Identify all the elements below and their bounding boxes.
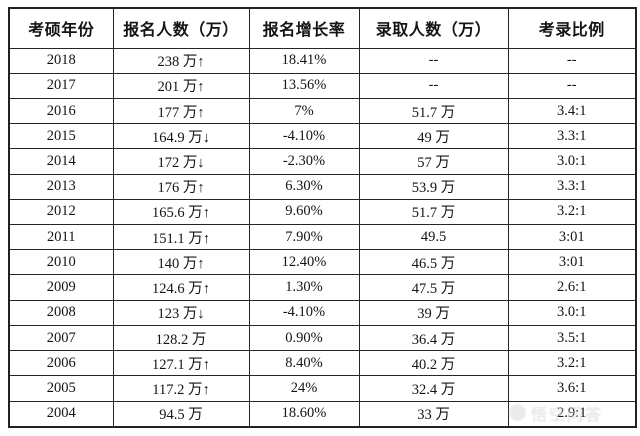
cell-admitted: 53.9 万 <box>358 173 509 200</box>
cell-growth-rate: 7.90% <box>248 224 360 251</box>
cell-applicants: 176 万↑ <box>112 173 250 200</box>
cell-growth-rate: 8.40% <box>248 350 360 377</box>
cell-growth-rate: 24% <box>248 375 360 402</box>
cell-year: 2004 <box>8 400 114 428</box>
cell-ratio: 3.2:1 <box>507 198 637 226</box>
header-year: 考硕年份 <box>8 7 114 49</box>
cell-admitted: -- <box>358 72 509 99</box>
table-row: 2009 124.6 万↑ 1.30% 47.5 万 2.6:1 <box>8 274 637 301</box>
cell-ratio: 3.4:1 <box>507 97 637 125</box>
cell-applicants: 124.6 万↑ <box>112 274 250 301</box>
cell-ratio: 3.3:1 <box>507 123 637 150</box>
cell-year: 2018 <box>8 47 114 74</box>
cell-growth-rate: 0.90% <box>248 324 360 352</box>
header-admitted: 录取人数（万） <box>358 7 509 49</box>
cell-growth-rate: 18.41% <box>248 47 360 74</box>
cell-admitted: 32.4 万 <box>358 375 509 402</box>
table-row: 2012 165.6 万↑ 9.60% 51.7 万 3.2:1 <box>8 198 637 226</box>
cell-ratio: 3:01 <box>507 224 637 251</box>
cell-growth-rate: -2.30% <box>248 148 360 175</box>
table-row: 2004 94.5 万 18.60% 33 万 2.9:1 <box>8 400 637 428</box>
header-ratio: 考录比例 <box>507 7 637 49</box>
table-row: 2011 151.1 万↑ 7.90% 49.5 3:01 <box>8 224 637 251</box>
cell-applicants: 201 万↑ <box>112 72 250 99</box>
cell-applicants: 165.6 万↑ <box>112 198 250 226</box>
cell-ratio: 2.6:1 <box>507 274 637 301</box>
cell-growth-rate: 12.40% <box>248 249 360 276</box>
cell-applicants: 172 万↓ <box>112 148 250 175</box>
cell-admitted: 36.4 万 <box>358 324 509 352</box>
cell-admitted: 49.5 <box>358 224 509 251</box>
cell-admitted: 57 万 <box>358 148 509 175</box>
table-row: 2017 201 万↑ 13.56% -- -- <box>8 72 637 99</box>
exam-stats-table: 考硕年份 报名人数（万） 报名增长率 录取人数（万） 考录比例 2018 238… <box>8 7 637 428</box>
table-row: 2008 123 万↓ -4.10% 39 万 3.0:1 <box>8 299 637 326</box>
header-growth-rate: 报名增长率 <box>248 7 360 49</box>
cell-ratio: 3.6:1 <box>507 375 637 402</box>
cell-applicants: 151.1 万↑ <box>112 224 250 251</box>
cell-growth-rate: 7% <box>248 97 360 125</box>
cell-year: 2017 <box>8 72 114 99</box>
table-row: 2018 238 万↑ 18.41% -- -- <box>8 47 637 74</box>
cell-applicants: 128.2 万 <box>112 324 250 352</box>
cell-applicants: 140 万↑ <box>112 249 250 276</box>
header-row: 考硕年份 报名人数（万） 报名增长率 录取人数（万） 考录比例 <box>8 7 637 49</box>
cell-year: 2009 <box>8 274 114 301</box>
table-row: 2010 140 万↑ 12.40% 46.5 万 3:01 <box>8 249 637 276</box>
cell-year: 2012 <box>8 198 114 226</box>
cell-admitted: 49 万 <box>358 123 509 150</box>
cell-ratio: -- <box>507 72 637 99</box>
cell-admitted: 39 万 <box>358 299 509 326</box>
cell-applicants: 117.2 万↑ <box>112 375 250 402</box>
cell-admitted: 46.5 万 <box>358 249 509 276</box>
cell-applicants: 177 万↑ <box>112 97 250 125</box>
cell-ratio: 3.0:1 <box>507 299 637 326</box>
cell-year: 2006 <box>8 350 114 377</box>
cell-year: 2015 <box>8 123 114 150</box>
cell-year: 2008 <box>8 299 114 326</box>
cell-applicants: 238 万↑ <box>112 47 250 74</box>
cell-applicants: 164.9 万↓ <box>112 123 250 150</box>
header-applicants: 报名人数（万） <box>112 7 250 49</box>
table-row: 2013 176 万↑ 6.30% 53.9 万 3.3:1 <box>8 173 637 200</box>
cell-growth-rate: -4.10% <box>248 123 360 150</box>
table-row: 2005 117.2 万↑ 24% 32.4 万 3.6:1 <box>8 375 637 402</box>
cell-ratio: -- <box>507 47 637 74</box>
table-row: 2014 172 万↓ -2.30% 57 万 3.0:1 <box>8 148 637 175</box>
cell-ratio: 3:01 <box>507 249 637 276</box>
cell-ratio: 3.3:1 <box>507 173 637 200</box>
cell-growth-rate: 18.60% <box>248 400 360 428</box>
cell-growth-rate: 9.60% <box>248 198 360 226</box>
table-row: 2007 128.2 万 0.90% 36.4 万 3.5:1 <box>8 324 637 352</box>
cell-applicants: 127.1 万↑ <box>112 350 250 377</box>
cell-applicants: 94.5 万 <box>112 400 250 428</box>
cell-admitted: 47.5 万 <box>358 274 509 301</box>
cell-applicants: 123 万↓ <box>112 299 250 326</box>
cell-growth-rate: 13.56% <box>248 72 360 99</box>
cell-ratio: 2.9:1 <box>507 400 637 428</box>
cell-admitted: 40.2 万 <box>358 350 509 377</box>
cell-year: 2010 <box>8 249 114 276</box>
cell-year: 2014 <box>8 148 114 175</box>
cell-year: 2005 <box>8 375 114 402</box>
cell-ratio: 3.0:1 <box>507 148 637 175</box>
cell-year: 2007 <box>8 324 114 352</box>
cell-ratio: 3.2:1 <box>507 350 637 377</box>
postgrad-exam-table: 考硕年份 报名人数（万） 报名增长率 录取人数（万） 考录比例 2018 238… <box>8 7 637 428</box>
cell-growth-rate: -4.10% <box>248 299 360 326</box>
cell-year: 2016 <box>8 97 114 125</box>
cell-year: 2013 <box>8 173 114 200</box>
cell-growth-rate: 1.30% <box>248 274 360 301</box>
cell-admitted: -- <box>358 47 509 74</box>
cell-admitted: 51.7 万 <box>358 198 509 226</box>
cell-admitted: 51.7 万 <box>358 97 509 125</box>
cell-year: 2011 <box>8 224 114 251</box>
cell-growth-rate: 6.30% <box>248 173 360 200</box>
cell-ratio: 3.5:1 <box>507 324 637 352</box>
cell-admitted: 33 万 <box>358 400 509 428</box>
table-row: 2016 177 万↑ 7% 51.7 万 3.4:1 <box>8 97 637 125</box>
table-row: 2006 127.1 万↑ 8.40% 40.2 万 3.2:1 <box>8 350 637 377</box>
table-row: 2015 164.9 万↓ -4.10% 49 万 3.3:1 <box>8 123 637 150</box>
